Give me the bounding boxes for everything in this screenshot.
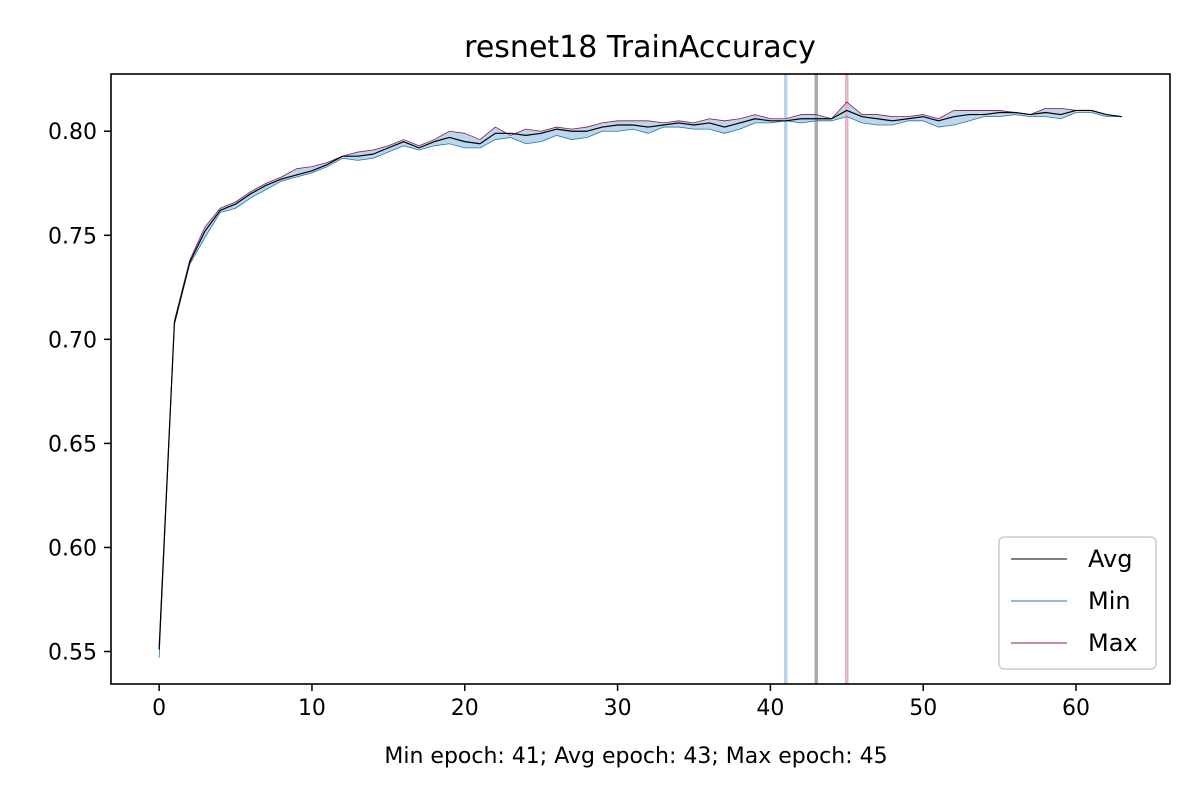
legend-label-min: Min <box>1088 587 1131 615</box>
x-axis-ticks: 0 10 20 30 40 50 60 <box>152 684 1090 721</box>
min-max-band-layer <box>159 102 1122 658</box>
min-max-band <box>159 102 1122 658</box>
series-line-layer <box>158 101 1122 658</box>
legend-label-avg: Avg <box>1088 545 1132 573</box>
y-axis-ticks: 0.55 0.60 0.65 0.70 0.75 0.80 <box>48 120 111 666</box>
epoch-marker-layer <box>783 74 849 684</box>
series-line-max <box>158 101 1122 646</box>
chart-title: resnet18 TrainAccuracy <box>464 30 816 65</box>
x-tick-label: 30 <box>604 696 632 721</box>
x-tick-label: 0 <box>152 696 166 721</box>
x-axis-label: Min epoch: 41; Avg epoch: 43; Max epoch:… <box>384 744 887 769</box>
x-tick-label: 20 <box>451 696 479 721</box>
x-tick-label: 10 <box>298 696 326 721</box>
y-tick-label: 0.65 <box>48 432 97 457</box>
y-tick-label: 0.75 <box>48 224 97 249</box>
series-line-avg <box>158 109 1122 650</box>
x-tick-label: 40 <box>756 696 784 721</box>
x-tick-label: 60 <box>1062 696 1090 721</box>
x-tick-label: 50 <box>909 696 937 721</box>
legend-frame <box>998 536 1157 670</box>
y-tick-label: 0.70 <box>48 328 97 353</box>
legend: Avg Min Max <box>998 536 1157 670</box>
y-tick-label: 0.80 <box>48 120 97 145</box>
series-line-min <box>158 112 1122 658</box>
legend-label-max: Max <box>1088 629 1138 657</box>
y-tick-label: 0.55 <box>48 641 97 666</box>
plot-area-frame <box>110 73 1171 685</box>
y-tick-label: 0.60 <box>48 536 97 561</box>
